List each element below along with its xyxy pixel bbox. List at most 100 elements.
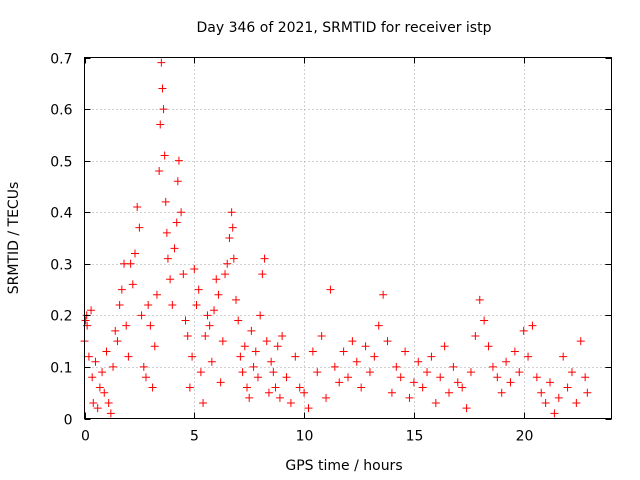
data-point (304, 404, 313, 413)
data-point (100, 388, 109, 397)
data-point (146, 321, 155, 330)
data-point (466, 368, 475, 377)
data-point (188, 352, 197, 361)
data-point (528, 321, 537, 330)
data-point (249, 362, 258, 371)
data-point (104, 399, 113, 408)
data-point (205, 321, 214, 330)
data-point (313, 368, 322, 377)
data-point (141, 373, 150, 382)
data-point (300, 388, 309, 397)
data-point (168, 301, 177, 310)
data-point (344, 373, 352, 382)
data-point (506, 378, 515, 387)
data-point (152, 290, 161, 299)
y-tick-label: 0.2 (50, 309, 72, 325)
data-point (194, 285, 203, 294)
data-point (124, 352, 133, 361)
data-point (401, 347, 410, 356)
y-tick-label: 0.7 (50, 52, 72, 68)
data-point (554, 393, 563, 402)
data-point (91, 357, 100, 366)
data-point (247, 326, 256, 335)
data-point (166, 275, 175, 284)
data-point (181, 316, 190, 325)
data-point (173, 177, 182, 186)
data-point (148, 383, 157, 392)
data-point (330, 362, 339, 371)
data-point (260, 254, 269, 263)
data-point (177, 208, 186, 217)
data-point (137, 311, 146, 320)
data-point (502, 357, 511, 366)
data-point (135, 223, 144, 232)
data-point (275, 393, 284, 402)
data-point (488, 362, 497, 371)
data-point (308, 347, 317, 356)
data-point (262, 337, 271, 346)
data-point (162, 228, 171, 237)
grid (84, 57, 612, 419)
data-point (160, 151, 169, 160)
data-point (515, 368, 524, 377)
data-point (576, 337, 585, 346)
data-point (106, 409, 115, 418)
data-point (81, 316, 90, 325)
data-point (348, 337, 357, 346)
data-point (117, 285, 126, 294)
data-point (267, 357, 276, 366)
data-point (458, 383, 467, 392)
data-point (493, 373, 502, 382)
y-tick-label: 0.5 (50, 155, 72, 171)
data-point (326, 285, 335, 294)
data-point (84, 352, 93, 361)
data-point (229, 254, 238, 263)
data-point (163, 254, 172, 263)
data-point (423, 368, 432, 377)
data-point (102, 347, 111, 356)
data-point (133, 203, 142, 212)
data-point (453, 378, 462, 387)
data-point (405, 393, 414, 402)
data-point (227, 208, 236, 217)
data-point (251, 347, 260, 356)
data-point (238, 368, 247, 377)
data-point (150, 342, 159, 351)
data-point (192, 301, 201, 310)
data-point (214, 290, 223, 299)
data-point (93, 404, 102, 413)
data-point (583, 388, 592, 397)
data-point (524, 352, 533, 361)
data-point (322, 393, 331, 402)
x-tick-label: 0 (81, 429, 90, 445)
data-point (216, 378, 225, 387)
y-tick-label: 0.1 (50, 361, 72, 377)
y-tick-label: 0.6 (50, 103, 72, 119)
data-point (440, 342, 449, 351)
data-point (161, 197, 170, 206)
data-point (183, 331, 192, 340)
data-point (519, 326, 528, 335)
chart-title: Day 346 of 2021, SRMTID for receiver ist… (197, 20, 492, 36)
data-point (245, 393, 254, 402)
data-point (156, 120, 165, 129)
data-point (207, 357, 216, 366)
data-point (128, 280, 137, 289)
data-point (567, 368, 576, 377)
data-point (480, 316, 489, 325)
data-point (532, 373, 541, 382)
data-point (88, 373, 97, 382)
data-point (387, 388, 396, 397)
data-point (357, 383, 366, 392)
y-tick-label: 0.4 (50, 206, 72, 222)
data-point (170, 244, 179, 253)
data-point (418, 383, 427, 392)
data-point (572, 399, 581, 408)
data-point (212, 275, 221, 284)
data-point (497, 388, 506, 397)
x-tick-label: 20 (516, 429, 534, 445)
data-point (190, 264, 199, 273)
data-point (427, 352, 436, 361)
y-axis-label: SRMTID / TECUs (6, 182, 22, 295)
